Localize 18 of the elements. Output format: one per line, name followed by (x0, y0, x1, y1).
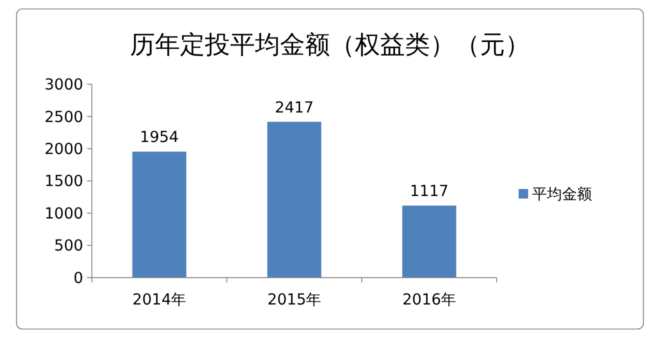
y-tick-label: 1000 (44, 204, 84, 222)
x-tick-label: 2015年 (267, 290, 322, 308)
y-tick-label: 2500 (44, 108, 84, 126)
x-tick-label: 2016年 (402, 290, 456, 308)
data-label: 1954 (140, 128, 179, 146)
y-tick-label: 0 (74, 268, 84, 287)
data-label: 2417 (274, 98, 314, 116)
bar (402, 206, 456, 278)
bar (267, 122, 322, 278)
y-tick-label: 500 (54, 236, 84, 255)
y-tick-label: 1500 (44, 172, 84, 190)
legend-label: 平均金额 (532, 185, 592, 204)
chart-title: 历年定投平均金额（权益类）（元） (130, 30, 530, 59)
x-tick-label: 2014年 (132, 290, 186, 308)
bar (132, 152, 186, 278)
y-tick-label: 3000 (44, 76, 84, 94)
data-label: 1117 (410, 182, 449, 200)
y-tick-label: 2000 (44, 140, 84, 158)
